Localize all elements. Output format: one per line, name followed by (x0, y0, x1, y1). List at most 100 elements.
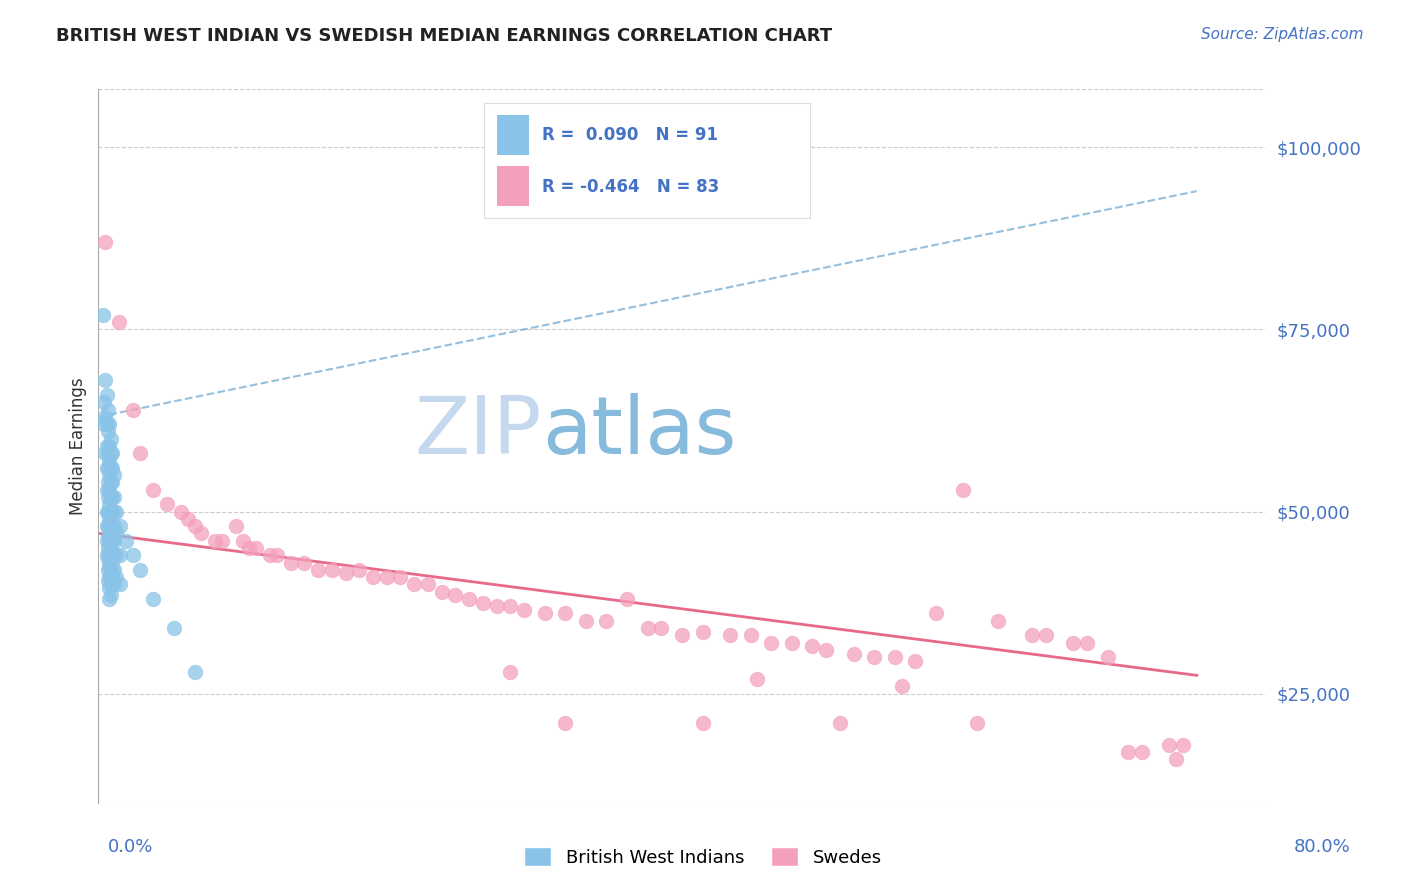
Point (100, 563, 122, 577)
Point (97, 460, 120, 475)
Point (176, 512, 198, 526)
Legend: British West Indians, Swedes: British West Indians, Swedes (517, 840, 889, 874)
Point (98, 548, 121, 562)
Point (692, 715, 714, 730)
Point (115, 533, 138, 548)
Point (100, 577, 122, 591)
Point (98, 581, 121, 595)
Point (94, 409, 117, 424)
Point (883, 650, 905, 665)
Point (97, 574, 120, 588)
Point (103, 519, 125, 533)
Point (101, 446, 124, 460)
Point (211, 533, 233, 548)
Point (952, 483, 974, 497)
Point (98, 417, 121, 432)
Point (96, 417, 118, 432)
Point (513, 603, 536, 617)
Point (96, 483, 118, 497)
Point (103, 563, 125, 577)
Point (100, 475, 122, 490)
Point (430, 584, 453, 599)
Point (307, 563, 329, 577)
Point (183, 665, 205, 679)
Point (747, 672, 769, 686)
Point (100, 432, 122, 446)
Point (595, 614, 617, 628)
Point (94, 446, 117, 460)
Point (100, 519, 122, 533)
Point (110, 577, 132, 591)
Point (98, 512, 121, 526)
Point (98, 559, 121, 574)
Point (121, 548, 143, 562)
Point (815, 643, 838, 657)
Point (1035, 628, 1057, 642)
Point (105, 548, 128, 562)
Point (238, 541, 260, 555)
Point (96, 388, 118, 402)
Point (101, 504, 124, 518)
Point (533, 607, 555, 621)
Point (170, 504, 193, 518)
Point (575, 614, 598, 628)
Point (98, 570, 121, 584)
Point (554, 715, 576, 730)
Point (1130, 745, 1153, 759)
Y-axis label: Median Earnings: Median Earnings (69, 377, 87, 515)
Point (98, 468, 121, 483)
Point (98, 483, 121, 497)
Point (91, 308, 114, 322)
Point (183, 519, 205, 533)
Point (1166, 752, 1188, 766)
Point (335, 566, 357, 581)
Point (128, 446, 150, 460)
Point (100, 490, 122, 504)
Point (110, 548, 132, 562)
Point (97, 552, 120, 566)
Point (692, 624, 714, 639)
Point (156, 497, 179, 511)
Point (389, 570, 412, 584)
Point (637, 621, 659, 635)
Point (94, 374, 117, 388)
Point (616, 591, 638, 606)
Point (101, 460, 124, 475)
Point (101, 577, 124, 591)
Point (966, 715, 988, 730)
Point (245, 541, 267, 555)
Point (499, 599, 522, 614)
Point (780, 635, 803, 649)
Point (128, 563, 150, 577)
Point (321, 563, 343, 577)
Point (105, 570, 128, 584)
Point (828, 715, 851, 730)
Point (163, 621, 186, 635)
Point (1097, 650, 1119, 665)
Point (96, 504, 118, 518)
Point (101, 533, 124, 548)
Point (554, 607, 576, 621)
Point (103, 533, 125, 548)
Text: atlas: atlas (541, 392, 737, 471)
Point (416, 577, 439, 591)
Point (121, 402, 143, 417)
Point (105, 526, 128, 541)
Point (105, 504, 128, 518)
Point (101, 475, 124, 490)
Point (108, 315, 131, 329)
Point (759, 635, 782, 649)
Point (97, 446, 120, 460)
Text: ZIP: ZIP (415, 392, 541, 471)
Point (1159, 738, 1181, 752)
Point (987, 614, 1010, 628)
Point (94, 235, 117, 249)
Point (98, 526, 121, 541)
Point (97, 541, 120, 555)
Point (292, 556, 315, 570)
Point (96, 548, 118, 562)
Point (890, 679, 912, 693)
Point (375, 570, 398, 584)
Point (98, 497, 121, 511)
Point (101, 556, 124, 570)
